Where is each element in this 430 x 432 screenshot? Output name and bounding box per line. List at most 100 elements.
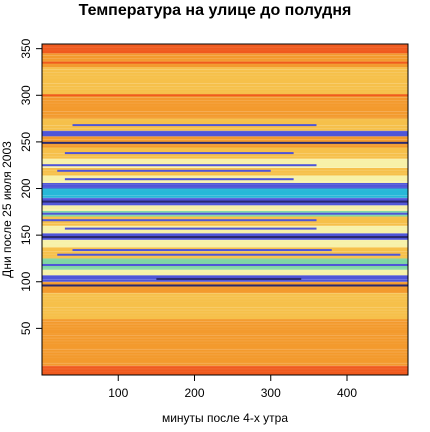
heatmap-band <box>42 44 408 54</box>
heatmap-texture-line <box>42 245 408 247</box>
heatmap-texture-line <box>42 111 408 112</box>
y-tick-label: 250 <box>19 132 33 152</box>
heatmap-texture-line <box>42 259 408 261</box>
y-axis: 50 100 150 200 250 300 350 <box>19 38 42 335</box>
heatmap-streak <box>72 124 317 127</box>
heatmap-texture-line <box>42 139 408 140</box>
heatmap-texture-line <box>42 99 408 101</box>
heatmap-texture-line <box>42 323 408 325</box>
heatmap-texture-line <box>42 57 408 59</box>
heatmap-streak <box>64 227 317 230</box>
heatmap-streak <box>42 184 408 187</box>
heatmap-texture-line <box>42 155 408 157</box>
heatmap-streak <box>42 263 408 266</box>
heatmap-band <box>42 292 408 320</box>
heatmap-texture-line <box>42 306 408 308</box>
heatmap-texture-line <box>42 74 408 76</box>
heatmap-texture-line <box>42 301 408 303</box>
heatmap-texture-line <box>42 113 408 115</box>
heatmap-texture-line <box>42 119 408 121</box>
heatmap-texture-line <box>42 144 408 146</box>
heatmap-texture-line <box>42 97 408 98</box>
heatmap-texture-line <box>42 337 408 339</box>
heatmap-texture-line <box>42 102 408 104</box>
heatmap-texture-line <box>42 186 408 188</box>
heatmap-streak <box>42 236 408 239</box>
heatmap-streak <box>57 253 401 256</box>
heatmap-streak <box>64 178 294 181</box>
chart-title: Температура на улице до полудня <box>78 2 352 19</box>
y-tick-label: 300 <box>19 85 33 105</box>
heatmap-streak <box>72 249 332 252</box>
x-tick-label: 400 <box>337 386 357 400</box>
heatmap-texture-line <box>42 60 408 62</box>
heatmap-texture-line <box>42 158 408 160</box>
heatmap-texture-line <box>42 167 408 168</box>
x-tick-label: 100 <box>108 386 128 400</box>
heatmap-streak <box>42 164 317 167</box>
heatmap-texture-line <box>42 273 408 275</box>
heatmap-band <box>42 365 408 375</box>
heatmap-texture-line <box>42 77 408 79</box>
heatmap-texture-line <box>42 183 408 185</box>
heatmap-band <box>42 239 408 248</box>
heatmap-streak <box>42 284 408 287</box>
heatmap-texture-line <box>42 309 408 311</box>
heatmap-texture-line <box>42 354 408 356</box>
heatmap-band <box>42 333 408 366</box>
heatmap-texture-line <box>42 312 408 314</box>
heatmap-texture-line <box>42 88 408 90</box>
heatmap-streak <box>42 94 408 97</box>
heatmap-texture-line <box>42 85 408 87</box>
heatmap-streak <box>42 219 317 222</box>
heatmap-streaks <box>42 61 408 287</box>
heatmap-texture-line <box>42 267 408 269</box>
y-axis-label: Дни после 25 июля 2003 <box>0 141 14 278</box>
heatmap-texture-line <box>42 203 408 205</box>
heatmap-band <box>42 95 408 119</box>
heatmap-texture-line <box>42 368 408 370</box>
heatmap-band <box>42 158 408 169</box>
y-tick-label: 100 <box>19 271 33 291</box>
heatmap-texture-line <box>42 231 408 233</box>
heatmap-band <box>42 53 408 68</box>
heatmap-texture-line <box>42 334 408 336</box>
heatmap-band <box>42 281 408 293</box>
heatmap-texture-line <box>42 343 408 345</box>
heatmap-cells <box>42 44 408 375</box>
heatmap-texture-line <box>42 91 408 93</box>
x-tick-label: 200 <box>184 386 204 400</box>
heatmap-texture-line <box>42 161 408 163</box>
heatmap-texture-line <box>42 351 408 353</box>
heatmap-texture-line <box>42 63 408 65</box>
heatmap-texture-line <box>42 217 408 219</box>
x-axis: 100 200 300 400 <box>108 375 357 400</box>
heatmap-texture-line <box>42 127 408 129</box>
y-tick-label: 150 <box>19 225 33 245</box>
heatmap-band <box>42 67 408 96</box>
heatmap-texture-line <box>42 209 408 210</box>
heatmap-texture-line <box>42 147 408 149</box>
heatmap-texture-line <box>42 83 408 84</box>
heatmap-texture-line <box>42 326 408 328</box>
heatmap-texture-line <box>42 287 408 289</box>
heatmap-band <box>42 247 408 259</box>
heatmap-texture-line <box>42 298 408 300</box>
heatmap-texture-line <box>42 357 408 359</box>
y-tick-label: 200 <box>19 178 33 198</box>
heatmap-texture-line <box>42 292 408 294</box>
heatmap-texture-line <box>42 329 408 331</box>
x-tick-label: 300 <box>261 386 281 400</box>
y-tick-label: 350 <box>19 38 33 58</box>
heatmap-streak <box>57 169 271 172</box>
heatmap-band <box>42 269 408 276</box>
heatmap-texture-line <box>42 256 408 258</box>
heatmap-texture-line <box>42 250 408 252</box>
heatmap-texture-line <box>42 105 408 107</box>
heatmap-streak <box>42 212 408 215</box>
heatmap-texture-line <box>42 116 408 118</box>
heatmap-texture-line <box>42 365 408 367</box>
heatmap-texture-line <box>42 181 408 182</box>
heatmap-texture-line <box>42 175 408 177</box>
heatmap-texture-line <box>42 239 408 241</box>
